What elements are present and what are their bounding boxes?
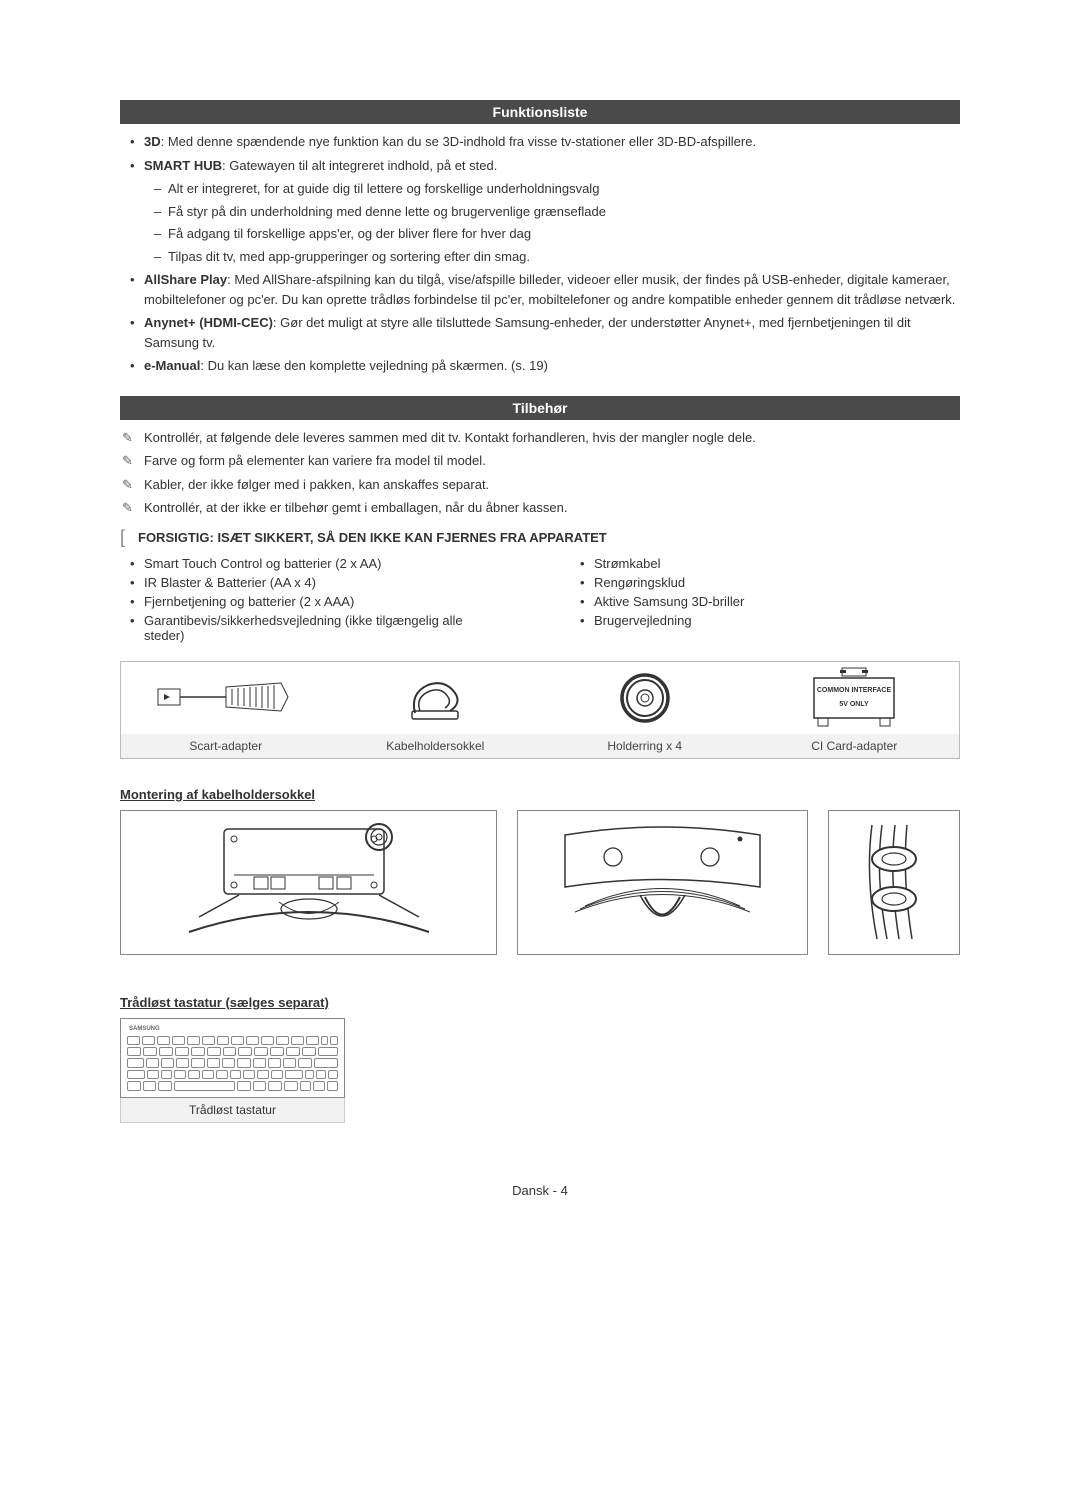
accessory-list-left: Smart Touch Control og batterier (2 x AA…	[120, 556, 490, 643]
list-item: Smart Touch Control og batterier (2 x AA…	[120, 556, 490, 571]
holder-ring-icon	[540, 662, 750, 734]
feature-bold: 3D	[144, 134, 161, 149]
feature-text: : Du kan læse den komplette vejledning p…	[200, 358, 548, 373]
feature-subitem: Alt er integreret, for at guide dig til …	[144, 179, 960, 199]
keyboard-heading: Trådløst tastatur (sælges separat)	[120, 995, 960, 1010]
list-item: Aktive Samsung 3D-briller	[570, 594, 940, 609]
accessory-label: Scart-adapter	[121, 734, 331, 758]
keyboard-icon: SAMSUNG	[120, 1018, 345, 1098]
feature-item: AllShare Play: Med AllShare-afspilning k…	[120, 270, 960, 309]
accessory-columns: Smart Touch Control og batterier (2 x AA…	[120, 556, 960, 647]
cable-stand-diagram-1	[120, 810, 497, 955]
accessory-label: CI Card-adapter	[750, 734, 960, 758]
list-item: Brugervejledning	[570, 613, 940, 628]
warning-text: FORSIGTIG: ISÆT SIKKERT, SÅ DEN IKKE KAN…	[138, 528, 607, 545]
note-item: Kabler, der ikke følger med i pakken, ka…	[120, 475, 960, 495]
list-item: IR Blaster & Batterier (AA x 4)	[120, 575, 490, 590]
feature-item: SMART HUB: Gatewayen til alt integreret …	[120, 156, 960, 267]
note-item: Kontrollér, at følgende dele leveres sam…	[120, 428, 960, 448]
feature-subitem: Tilpas dit tv, med app-grupperinger og s…	[144, 247, 960, 267]
feature-bold: SMART HUB	[144, 158, 222, 173]
feature-bold: Anynet+ (HDMI-CEC)	[144, 315, 273, 330]
accessory-label: Holderring x 4	[540, 734, 750, 758]
cable-stand-diagram-2	[517, 810, 808, 955]
keyboard-label: Trådløst tastatur	[120, 1098, 345, 1123]
accessory-images-row: Scart-adapter Kabelholdersokkel Holderri…	[120, 661, 960, 759]
ci-card-adapter-icon: COMMON INTERFACE 5V ONLY	[750, 662, 960, 734]
feature-sublist: Alt er integreret, for at guide dig til …	[144, 179, 960, 266]
feature-text: : Gatewayen til alt integreret indhold, …	[222, 158, 497, 173]
accessory-cell-scart: Scart-adapter	[121, 662, 331, 758]
accessory-cell-cableholder: Kabelholdersokkel	[331, 662, 541, 758]
accessory-label: Kabelholdersokkel	[331, 734, 541, 758]
svg-text:COMMON INTERFACE: COMMON INTERFACE	[817, 687, 892, 694]
keyboard-brand: SAMSUNG	[127, 1025, 338, 1034]
feature-subitem: Få adgang til forskellige apps'er, og de…	[144, 224, 960, 244]
footer-page: 4	[561, 1183, 568, 1198]
cable-stand-heading: Montering af kabelholdersokkel	[120, 787, 960, 802]
warning-bracket-icon: [	[120, 528, 130, 546]
cable-holder-icon	[331, 662, 541, 734]
section-header-funktionsliste: Funktionsliste	[120, 100, 960, 124]
list-item: Rengøringsklud	[570, 575, 940, 590]
page-footer: Dansk - 4	[120, 1183, 960, 1198]
list-item: Strømkabel	[570, 556, 940, 571]
accessory-list-right: Strømkabel Rengøringsklud Aktive Samsung…	[570, 556, 940, 628]
note-item: Farve og form på elementer kan variere f…	[120, 451, 960, 471]
scart-adapter-icon	[121, 662, 331, 734]
keyboard-box: SAMSUNG Trådløst tastatur	[120, 1018, 345, 1123]
cable-stand-diagram-3	[828, 810, 960, 955]
feature-subitem: Få styr på din underholdning med denne l…	[144, 202, 960, 222]
section-header-tilbehor: Tilbehør	[120, 396, 960, 420]
feature-bold: e-Manual	[144, 358, 200, 373]
feature-bold: AllShare Play	[144, 272, 227, 287]
feature-list: 3D: Med denne spændende nye funktion kan…	[120, 132, 960, 376]
accessory-cell-cicard: COMMON INTERFACE 5V ONLY CI Card-adapter	[750, 662, 960, 758]
list-item: Garantibevis/sikkerhedsvejledning (ikke …	[120, 613, 490, 643]
svg-text:5V ONLY: 5V ONLY	[840, 701, 870, 708]
note-list: Kontrollér, at følgende dele leveres sam…	[120, 428, 960, 518]
feature-item: e-Manual: Du kan læse den komplette vejl…	[120, 356, 960, 376]
footer-lang: Dansk	[512, 1183, 549, 1198]
cable-stand-images	[120, 810, 960, 955]
feature-item: 3D: Med denne spændende nye funktion kan…	[120, 132, 960, 152]
list-item: Fjernbetjening og batterier (2 x AAA)	[120, 594, 490, 609]
feature-item: Anynet+ (HDMI-CEC): Gør det muligt at st…	[120, 313, 960, 352]
note-item: Kontrollér, at der ikke er tilbehør gemt…	[120, 498, 960, 518]
feature-text: : Med AllShare-afspilning kan du tilgå, …	[144, 272, 955, 307]
warning-row: [ FORSIGTIG: ISÆT SIKKERT, SÅ DEN IKKE K…	[120, 528, 960, 546]
feature-text: : Med denne spændende nye funktion kan d…	[161, 134, 756, 149]
accessory-cell-holderring: Holderring x 4	[540, 662, 750, 758]
